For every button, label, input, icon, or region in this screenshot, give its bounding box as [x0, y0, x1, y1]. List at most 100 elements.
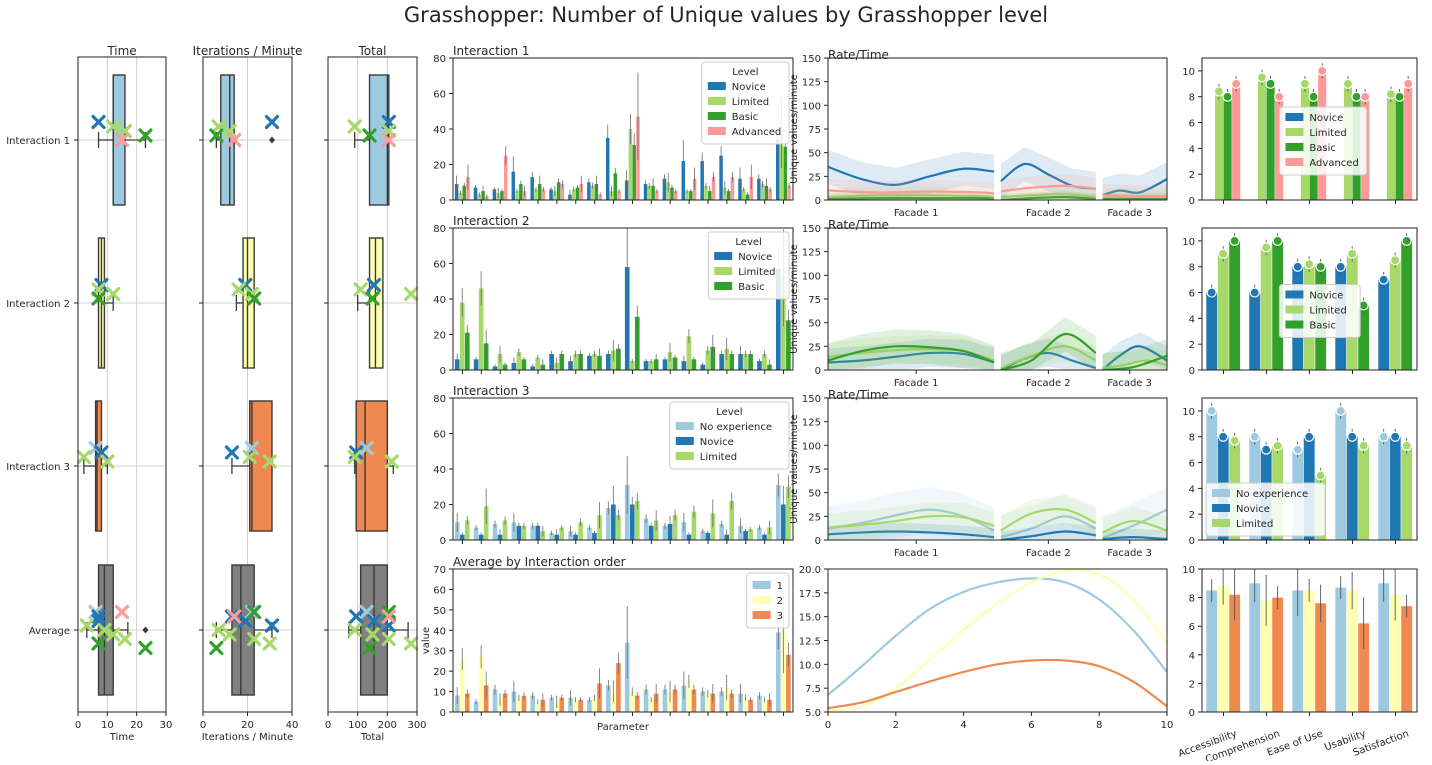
legend: Level Novice Limited Basic [707, 231, 790, 300]
bar [616, 515, 621, 540]
y-tick-label: 125 [802, 78, 821, 89]
strip-point-b [91, 291, 106, 306]
x-tick-label: Facade 2 [1026, 548, 1071, 559]
bar [462, 185, 466, 200]
bar [458, 192, 463, 200]
bar [592, 532, 597, 540]
x-axis-label: Parameter [597, 722, 650, 733]
bar [530, 695, 536, 712]
y-tick-label: 60 [433, 90, 446, 101]
series-line [1000, 508, 1097, 532]
bar [535, 525, 541, 540]
bar [573, 354, 578, 370]
rating-point [1249, 287, 1260, 298]
bar [606, 354, 611, 370]
strip-point-b [403, 636, 419, 651]
y-tick-label: 80 [433, 224, 446, 235]
legend-swatch [675, 437, 694, 445]
confidence-band [1000, 338, 1096, 370]
series-line [1101, 345, 1167, 370]
line-area [828, 316, 1167, 370]
bar [643, 184, 648, 200]
strip-point-b [381, 132, 396, 148]
y-tick-label: 8 [1189, 93, 1195, 104]
bar [655, 191, 659, 200]
y-tick-label: 4 [1189, 144, 1195, 155]
bar [616, 662, 621, 712]
bar [745, 194, 750, 200]
y-tick-label: 30 [433, 647, 446, 658]
bar-panel-1: 0 20 40 60 80 Interaction 1 Level Novice Limited… [433, 44, 794, 207]
strip-point-b [244, 286, 260, 302]
bar [573, 534, 578, 540]
legend: Novice Limited Basic [1278, 284, 1361, 338]
bar [492, 189, 497, 200]
rating-point [1390, 431, 1401, 442]
bar [464, 520, 470, 540]
series-line [1102, 178, 1167, 197]
legend-swatch [1212, 519, 1230, 527]
x-tick-label: Facade 3 [1107, 208, 1152, 219]
legend-label: Limited [1309, 306, 1346, 317]
legend-label: 1 [777, 581, 783, 592]
bar [477, 194, 482, 200]
legend-swatch [1285, 290, 1304, 299]
bar [705, 693, 711, 712]
strip-point-b [211, 119, 226, 134]
bar [648, 699, 654, 712]
bar [1386, 94, 1396, 200]
x-tick-label: 0 [75, 720, 81, 731]
y-axis-label: Unique values/minute [789, 414, 800, 524]
strip-point-b [114, 604, 130, 620]
bar [762, 699, 767, 712]
y-tick-label: 10 [433, 688, 446, 699]
bar [616, 348, 621, 370]
confidence-band [1000, 495, 1096, 540]
bar [598, 194, 602, 200]
bar [492, 689, 498, 712]
legend-swatch [1285, 305, 1304, 314]
legend: Level No experience Novice Limited [669, 401, 790, 470]
bar [559, 354, 565, 370]
confidence-band [828, 334, 995, 370]
legend-label: Advanced [732, 127, 781, 138]
y-tick-label: 7.5 [805, 684, 821, 695]
bar [743, 531, 748, 540]
figure-title: Grasshopper: Number of Unique values by … [404, 3, 1048, 27]
confidence-band [828, 486, 995, 540]
legend-title: Level [716, 407, 742, 418]
bar [1346, 590, 1358, 712]
rating-point [1222, 91, 1233, 102]
bar [643, 361, 649, 370]
bar [521, 695, 527, 712]
bar [502, 364, 508, 370]
bar [1229, 594, 1241, 712]
panel-title: Interaction 2 [453, 214, 530, 228]
strip-point-b [264, 114, 280, 130]
rating-point [1206, 405, 1217, 417]
legend-swatch [752, 611, 771, 619]
bar [729, 500, 735, 540]
rating-panel-3: 0 2 4 6 8 10 No experience Novice Limited [1182, 397, 1418, 547]
bar [1303, 590, 1315, 712]
strip-point-b [359, 440, 374, 456]
rating-point [1385, 89, 1397, 100]
y-tick-label: 2 [1189, 170, 1195, 181]
bar [700, 364, 706, 370]
rating-panel-2: 0 2 4 6 8 10 Novice Limited Basic [1182, 227, 1418, 377]
rating-point [1218, 248, 1229, 259]
strip-point-b [231, 282, 246, 297]
bar [719, 691, 724, 712]
bar [592, 697, 597, 712]
y-tick-label: 75 [808, 295, 821, 306]
confidence-band [1000, 332, 1096, 370]
y-tick-label: 0 [1189, 536, 1195, 547]
x-tick-label: 40 [286, 720, 299, 731]
strip-point-b [384, 454, 399, 469]
rating-point [1360, 91, 1371, 102]
legend: Level Novice Limited Basic Advanced [701, 61, 790, 145]
bar [549, 189, 553, 200]
legend-swatch [707, 112, 726, 120]
bar [700, 531, 706, 540]
bar [748, 529, 753, 540]
